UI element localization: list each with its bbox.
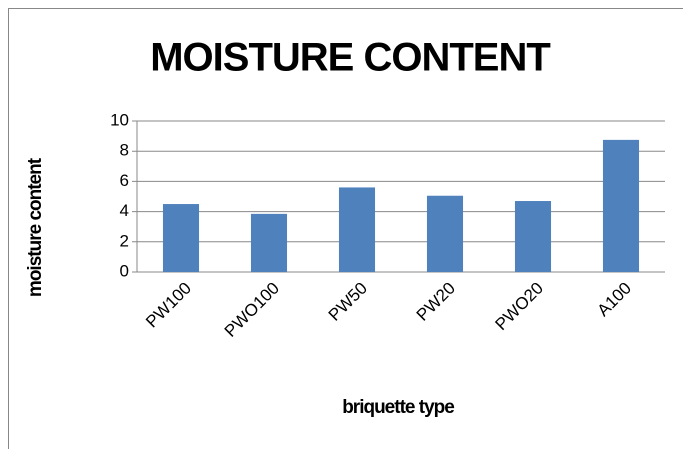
bar bbox=[514, 201, 552, 272]
y-tick-label: 4 bbox=[120, 201, 129, 220]
bar bbox=[338, 187, 376, 272]
y-tick-label: 6 bbox=[120, 171, 129, 190]
y-axis-label: moisture content bbox=[25, 157, 46, 297]
y-tick-label: 2 bbox=[120, 231, 129, 250]
y-tick-label: 8 bbox=[120, 141, 129, 160]
y-tick-label: 10 bbox=[110, 110, 129, 129]
bar bbox=[426, 195, 464, 272]
chart-title: MOISTURE CONTENT bbox=[150, 36, 550, 80]
bar bbox=[162, 204, 200, 272]
bar bbox=[250, 213, 288, 272]
x-axis-label: briquette type bbox=[342, 397, 454, 418]
y-tick-label: 0 bbox=[120, 261, 129, 280]
bar bbox=[602, 139, 640, 272]
